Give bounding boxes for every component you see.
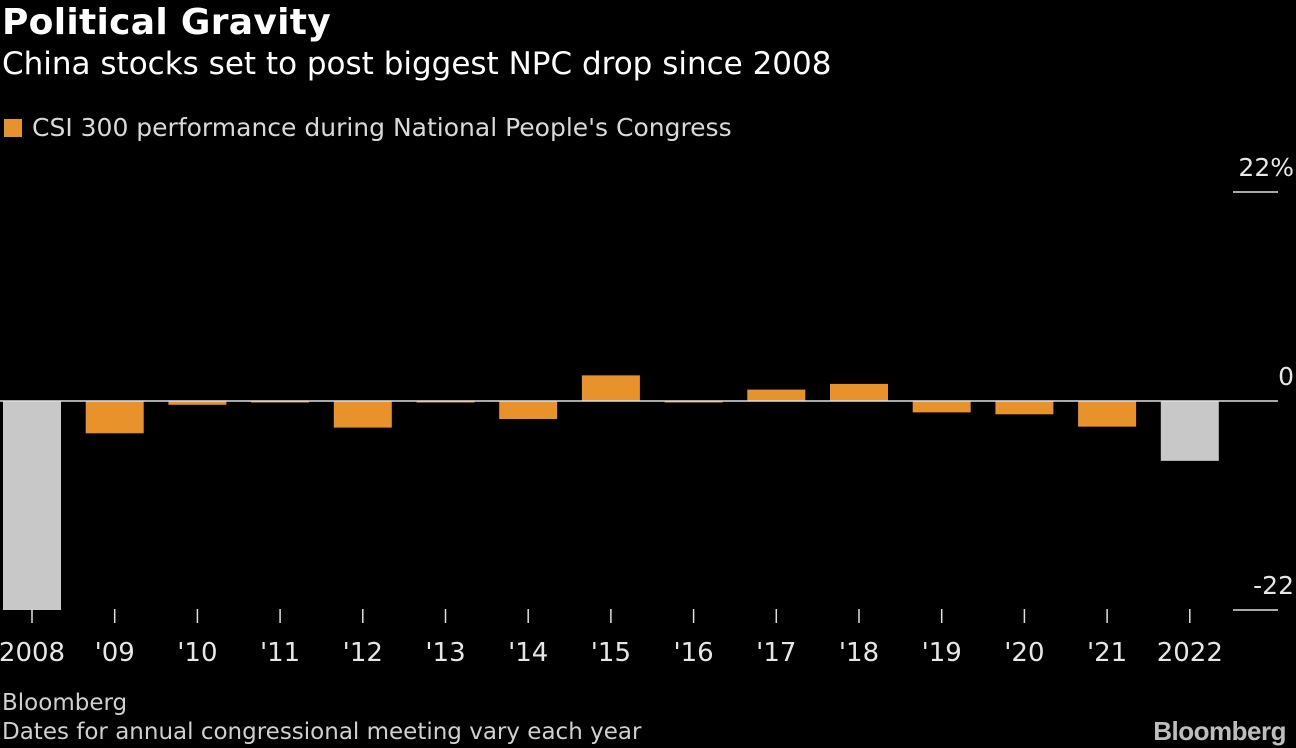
x-tick-label-4: '12 (343, 638, 383, 668)
bloomberg-logo: Bloomberg (1153, 716, 1286, 746)
x-tick-label-8: '16 (673, 638, 713, 668)
bar-7 (581, 375, 640, 401)
footnote: Dates for annual congressional meeting v… (2, 719, 642, 745)
bar-2 (168, 401, 227, 405)
chart-subtitle: China stocks set to post biggest NPC dro… (2, 46, 832, 82)
bar-1 (85, 401, 144, 434)
x-tick-label-10: '18 (839, 638, 879, 668)
x-tick-label-5: '13 (425, 638, 465, 668)
bar-13 (1078, 401, 1137, 427)
source-label: Bloomberg (2, 690, 128, 716)
x-tick-label-1: '09 (95, 638, 135, 668)
y-tick-label-0: 22% (1238, 153, 1294, 182)
y-tick-label-2: -22 (1253, 571, 1294, 600)
bar-chart: 2008 '09 '10 '11 '12 '13 '14 '15 '16 '17 '18 '19 '20… (0, 153, 1294, 668)
legend-swatch (4, 118, 22, 137)
bar-11 (912, 401, 971, 413)
bar-4 (333, 401, 392, 428)
bar-9 (747, 389, 806, 401)
legend: CSI 300 performance during National Peop… (4, 113, 732, 142)
bar-14 (1160, 401, 1219, 461)
bar-6 (499, 401, 558, 420)
bar-0 (3, 401, 61, 610)
bar-10 (830, 383, 888, 401)
x-tick-label-0: 2008 (0, 638, 65, 668)
chart-title: Political Gravity (2, 2, 332, 43)
x-tick-label-7: '15 (591, 638, 631, 668)
legend-label: CSI 300 performance during National Peop… (32, 113, 732, 142)
x-tick-label-13: '21 (1087, 638, 1127, 668)
x-tick-label-9: '17 (756, 638, 796, 668)
y-tick-label-1: 0 (1278, 362, 1294, 391)
x-tick-label-2: '10 (177, 638, 217, 668)
x-tick-label-11: '19 (922, 638, 962, 668)
x-tick-label-14: 2022 (1157, 638, 1223, 668)
x-tick-label-12: '20 (1004, 638, 1044, 668)
x-tick-label-3: '11 (260, 638, 300, 668)
bar-12 (995, 401, 1054, 415)
x-tick-label-6: '14 (508, 638, 548, 668)
